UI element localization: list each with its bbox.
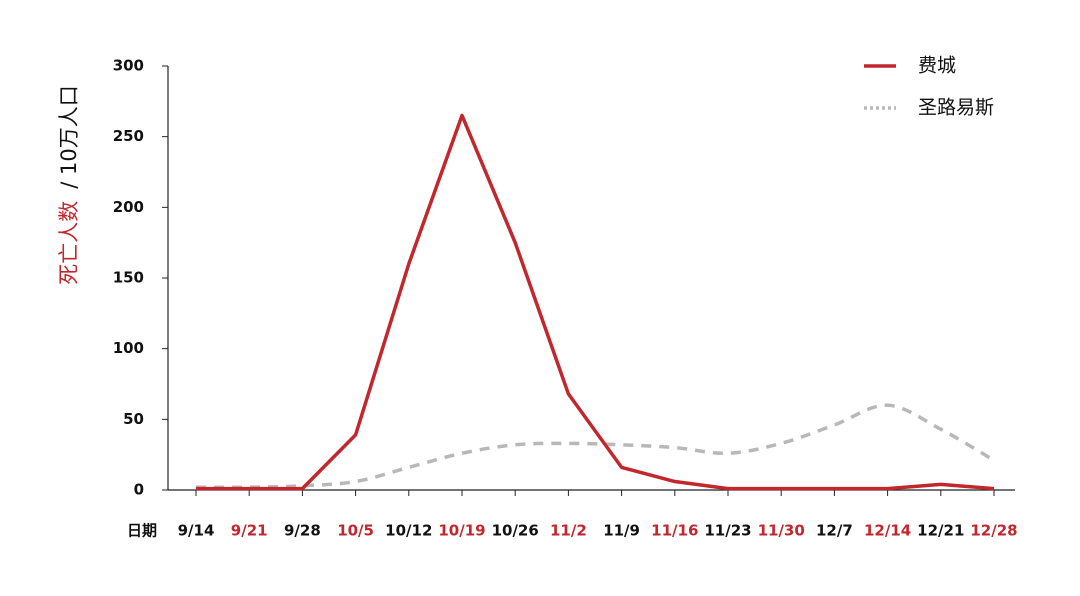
x-tick-label: 12/21 [917,522,964,540]
y-tick-label: 200 [113,198,144,216]
x-tick-label: 11/30 [758,522,805,540]
legend-label: 圣路易斯 [918,97,994,119]
y-axis-label-part: 死亡人数 [57,201,81,285]
y-tick-label: 100 [113,339,144,357]
x-tick-label: 11/23 [704,522,751,540]
x-tick-label: 12/14 [864,522,911,540]
x-axis-label: 日期 [127,522,157,540]
y-axis-label-part: / 10万人口 [57,85,81,188]
x-tick-label: 10/19 [438,522,485,540]
x-tick-label: 12/7 [816,522,853,540]
x-tick-label: 10/26 [492,522,539,540]
y-tick-label: 300 [113,57,144,75]
y-tick-label: 150 [113,269,144,287]
x-tick-label: 9/21 [231,522,268,540]
x-tick-label: 11/9 [603,522,640,540]
series-line [196,113,995,491]
series-line [195,403,995,490]
y-tick-label: 50 [123,410,144,428]
legend-label: 费城 [918,55,956,77]
x-tick-label: 10/12 [385,522,432,540]
y-tick-label: 250 [113,127,144,145]
x-tick-label: 9/28 [284,522,321,540]
y-tick-label: 0 [134,481,144,499]
x-tick-label: 12/28 [970,522,1017,540]
x-tick-label: 9/14 [178,522,215,540]
x-tick-label: 10/5 [337,522,374,540]
x-tick-label: 11/2 [550,522,587,540]
y-axis-label: 死亡人数 / 10万人口 [57,85,81,284]
x-tick-label: 11/16 [651,522,698,540]
